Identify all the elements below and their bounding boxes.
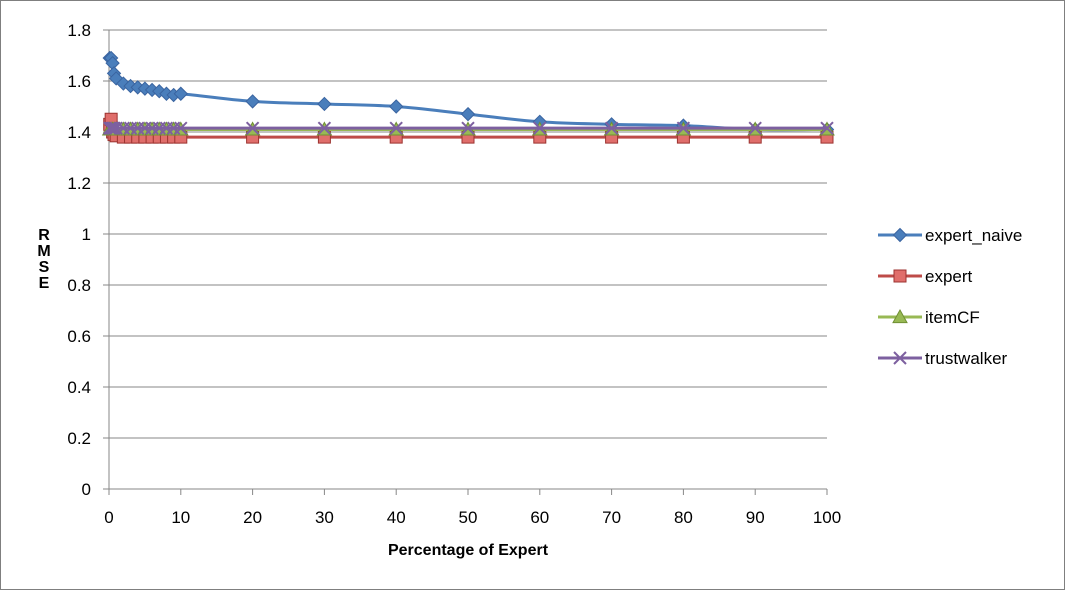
marker-shape <box>245 121 260 135</box>
marker-shape <box>676 121 691 135</box>
axes <box>103 29 828 495</box>
marker-shape <box>460 106 476 122</box>
grid-lines <box>109 29 827 439</box>
y-tick-label: 0 <box>82 480 91 499</box>
data-point-trustwalker <box>389 121 403 135</box>
data-point-trustwalker <box>461 121 475 135</box>
tick-labels: 0 0.2 0.4 0.6 0.8 1 1.2 1.4 1.6 1.8 0 10 20 30 40 50 60 7… <box>67 21 841 527</box>
data-point-trustwalker <box>748 121 762 135</box>
data-point-trustwalker <box>174 121 188 135</box>
legend-label: trustwalker <box>925 349 1008 368</box>
legend-marker <box>893 351 907 365</box>
x-tick-label: 20 <box>243 508 262 527</box>
y-tick-label: 0.6 <box>67 327 91 346</box>
marker-shape <box>820 121 834 135</box>
legend-marker <box>893 269 907 283</box>
y-tick-label: 1.4 <box>67 123 91 142</box>
data-point-trustwalker <box>103 121 117 135</box>
legend-item-expert: expert <box>878 267 973 286</box>
data-point-trustwalker <box>533 121 547 135</box>
y-axis-title-letter: S <box>39 259 50 276</box>
y-tick-label: 0.8 <box>67 276 91 295</box>
data-point-expert_naive <box>245 94 260 109</box>
marker-shape <box>245 94 260 109</box>
data-point-trustwalker <box>104 121 118 135</box>
y-axis-title-letter: E <box>39 275 50 292</box>
series-group <box>101 50 835 144</box>
marker-shape <box>389 121 403 135</box>
marker-shape <box>105 121 120 135</box>
marker-shape <box>317 121 332 135</box>
y-axis-title-letter: M <box>37 243 50 260</box>
marker-shape <box>892 308 908 324</box>
data-point-expert_naive <box>388 99 404 114</box>
marker-shape <box>892 227 908 243</box>
y-tick-label: 0.2 <box>67 429 91 448</box>
marker-shape <box>104 121 118 135</box>
marker-shape <box>388 99 404 114</box>
legend-item-trustwalker: trustwalker <box>878 349 1008 368</box>
data-point-expert_naive <box>317 96 332 112</box>
x-tick-label: 40 <box>387 508 406 527</box>
x-axis-title: Percentage of Expert <box>388 542 549 559</box>
marker-shape <box>604 121 619 135</box>
x-tick-label: 10 <box>171 508 190 527</box>
y-tick-label: 1 <box>82 225 91 244</box>
data-point-expert_naive <box>460 106 476 122</box>
marker-shape <box>533 121 547 135</box>
data-point-trustwalker <box>604 121 619 135</box>
legend-label: itemCF <box>925 308 980 327</box>
y-axis-title-letter: R <box>38 227 50 244</box>
legend-item-expert_naive: expert_naive <box>878 226 1022 245</box>
y-tick-label: 1.6 <box>67 72 91 91</box>
x-tick-label: 70 <box>602 508 621 527</box>
data-point-expert_naive <box>173 86 189 101</box>
marker-shape <box>173 86 189 101</box>
legend-label: expert <box>925 267 973 286</box>
data-point-trustwalker <box>317 121 332 135</box>
marker-shape <box>893 269 907 283</box>
x-tick-label: 0 <box>104 508 113 527</box>
legend-marker <box>892 308 908 324</box>
x-tick-label: 50 <box>459 508 478 527</box>
legend-item-itemCF: itemCF <box>878 308 980 327</box>
marker-shape <box>893 351 907 365</box>
marker-shape <box>174 121 188 135</box>
x-tick-label: 60 <box>530 508 549 527</box>
data-point-trustwalker <box>676 121 691 135</box>
x-tick-label: 30 <box>315 508 334 527</box>
y-tick-label: 0.4 <box>67 378 91 397</box>
x-tick-label: 90 <box>746 508 765 527</box>
marker-shape <box>103 121 117 135</box>
legend-marker <box>892 227 908 243</box>
data-point-trustwalker <box>105 121 120 135</box>
y-tick-label: 1.8 <box>67 21 91 40</box>
marker-shape <box>748 121 762 135</box>
data-point-trustwalker <box>820 121 834 135</box>
legend-label: expert_naive <box>925 226 1022 245</box>
series-trustwalker <box>103 121 834 135</box>
data-point-trustwalker <box>245 121 260 135</box>
x-tick-label: 100 <box>813 508 841 527</box>
marker-shape <box>461 121 475 135</box>
y-tick-label: 1.2 <box>67 174 91 193</box>
marker-shape <box>317 96 332 112</box>
x-tick-label: 80 <box>674 508 693 527</box>
